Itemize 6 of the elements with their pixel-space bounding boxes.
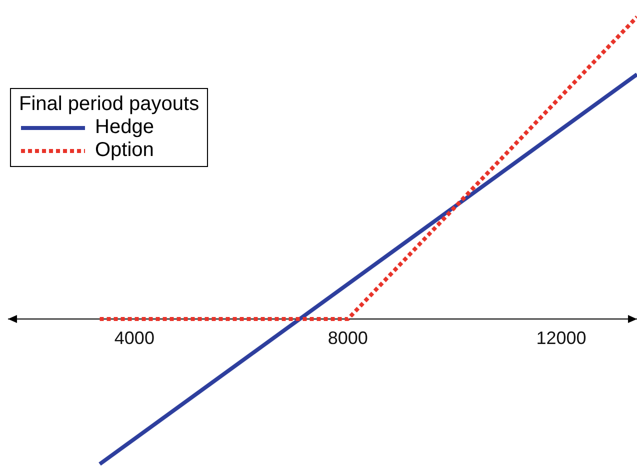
x-tick-label: 8000 [328, 328, 368, 348]
legend-label: Hedge [95, 116, 154, 139]
x-tick-label: 4000 [114, 328, 154, 348]
legend-title: Final period payouts [19, 93, 200, 116]
x-tick-label: 12000 [536, 328, 586, 348]
legend-label: Option [95, 139, 154, 162]
